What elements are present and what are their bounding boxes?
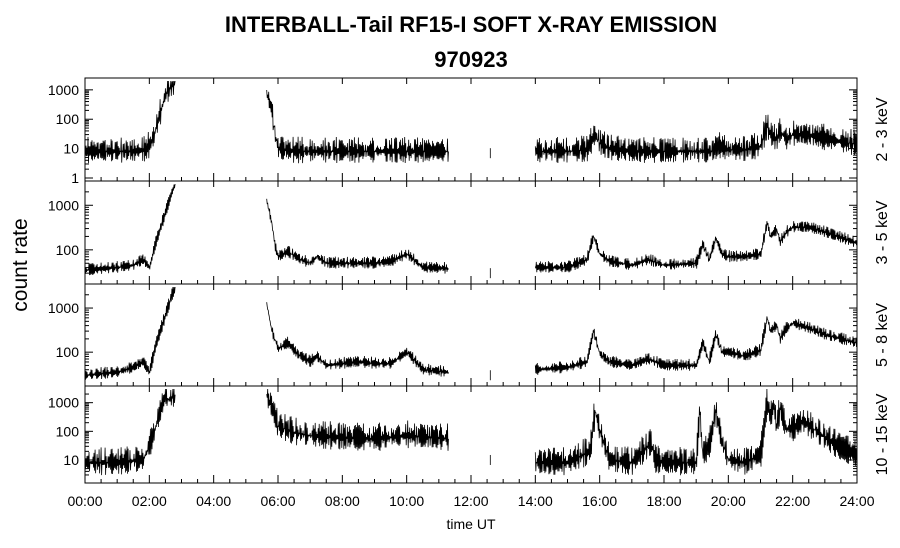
x-tick-label: 08:00 — [325, 493, 360, 509]
series-line — [534, 388, 858, 476]
x-tick-label: 24:00 — [839, 493, 874, 509]
y-tick-label: 1 — [71, 170, 79, 186]
y-tick-label: 100 — [56, 242, 80, 258]
series-line — [266, 89, 449, 164]
y-tick-label: 10 — [63, 452, 79, 468]
y-tick-label: 100 — [56, 423, 80, 439]
panel-frame — [84, 283, 858, 387]
series-line — [84, 80, 176, 164]
y-tick-label: 10 — [63, 141, 79, 157]
series-line — [266, 302, 449, 377]
x-axis-label: time UT — [447, 516, 496, 532]
x-tick-label: 16:00 — [582, 493, 617, 509]
x-tick-label: 04:00 — [196, 493, 231, 509]
series-line — [534, 221, 858, 273]
series-line — [266, 198, 449, 274]
series-line — [84, 286, 176, 380]
series-line — [84, 183, 176, 276]
x-tick-label: 20:00 — [711, 493, 746, 509]
y-tick-label: 1000 — [48, 82, 79, 98]
y-axis-label: count rate — [9, 218, 32, 311]
series-label: 10 - 15 keV — [874, 393, 891, 475]
series-label: 2 - 3 keV — [874, 97, 891, 161]
y-tick-label: 1000 — [48, 300, 79, 316]
series-line — [266, 388, 449, 451]
y-tick-label: 1000 — [48, 197, 79, 213]
series-line — [534, 114, 858, 164]
series-line — [534, 316, 858, 375]
panel-frame — [84, 385, 858, 484]
series-label: 5 - 8 keV — [874, 303, 891, 367]
y-tick-label: 100 — [56, 111, 80, 127]
x-tick-label: 02:00 — [132, 493, 167, 509]
y-tick-label: 1000 — [48, 395, 79, 411]
panel-frame — [84, 180, 858, 285]
series-label: 3 - 5 keV — [874, 200, 891, 264]
x-tick-label: 12:00 — [453, 493, 488, 509]
x-tick-label: 14:00 — [518, 493, 553, 509]
x-tick-label: 06:00 — [260, 493, 295, 509]
series-line — [84, 388, 176, 476]
y-tick-label: 100 — [56, 344, 80, 360]
x-tick-label: 00:00 — [67, 493, 102, 509]
x-tick-label: 10:00 — [389, 493, 424, 509]
x-tick-label: 22:00 — [775, 493, 810, 509]
chart-subtitle: 970923 — [434, 47, 508, 72]
panel-frame — [84, 77, 858, 182]
x-tick-label: 18:00 — [646, 493, 681, 509]
chart-title: INTERBALL-Tail RF15-I SOFT X-RAY EMISSIO… — [224, 12, 718, 37]
